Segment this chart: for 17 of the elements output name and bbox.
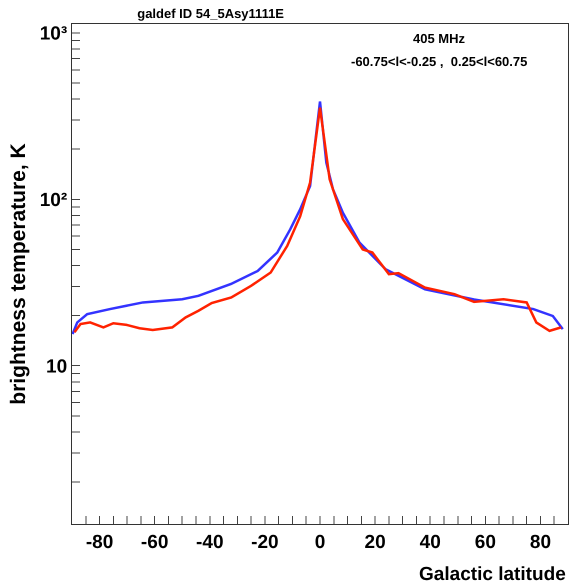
x-tick-label: 80 (530, 532, 552, 553)
x-tick-label: -40 (196, 532, 224, 553)
y-axis-title: brightness temperature, K (6, 143, 30, 405)
x-tick-label: 20 (364, 532, 386, 553)
y-tick-label: 10³ (40, 23, 68, 44)
x-tick-label: 40 (420, 532, 441, 553)
x-tick-label: -20 (251, 532, 279, 553)
chart-title: galdef ID 54_5Asy1111E (137, 6, 284, 21)
annotation: 405 MHz (413, 31, 466, 46)
y-tick-label: 10 (46, 356, 68, 378)
x-tick-label: -80 (86, 532, 114, 553)
x-tick-label: 0 (314, 532, 326, 553)
x-tick-label: 60 (474, 532, 496, 553)
y-tick-label: 10² (40, 190, 68, 211)
x-tick-label: -60 (140, 532, 168, 553)
annotation: -60.75<l<-0.25 , 0.25<l<60.75 (351, 54, 528, 69)
x-axis-title: Galactic latitude (419, 564, 566, 582)
